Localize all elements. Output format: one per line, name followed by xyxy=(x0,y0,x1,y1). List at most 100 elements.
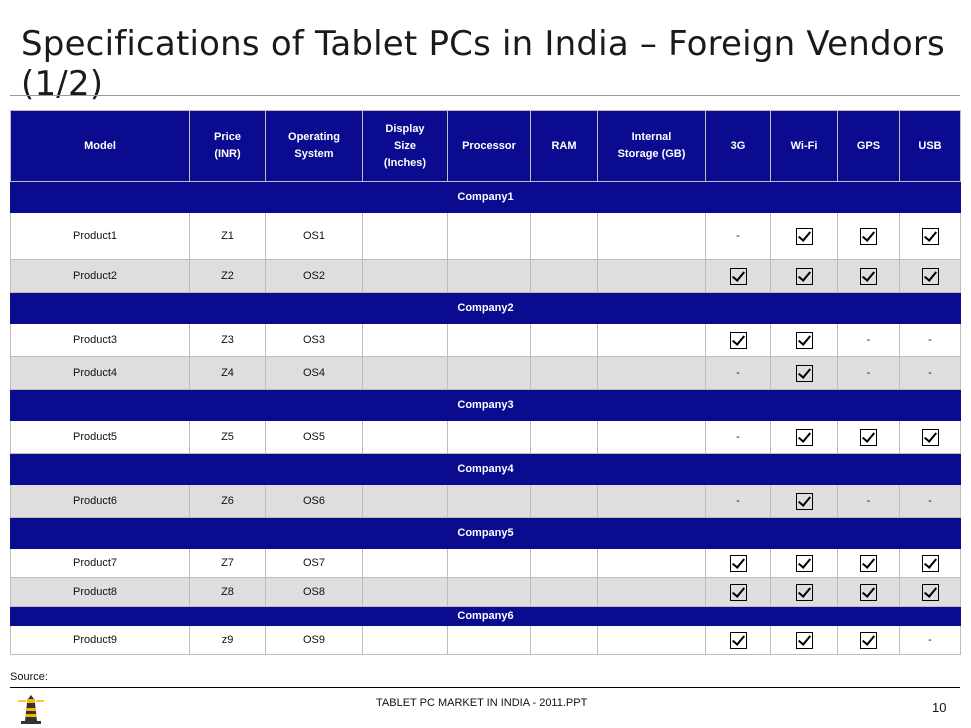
storage-cell xyxy=(597,577,706,607)
gps-cell xyxy=(837,212,900,260)
usb-cell xyxy=(899,420,961,454)
checkbox-checked-icon xyxy=(729,583,747,601)
not-available-mark: - xyxy=(928,334,932,346)
checkbox-checked-icon xyxy=(860,227,877,245)
usb-cell: - xyxy=(899,484,961,518)
gps-cell xyxy=(837,259,900,293)
price-cell: z9 xyxy=(189,625,266,655)
ram-cell xyxy=(530,212,598,260)
page-number: 10 xyxy=(932,700,947,715)
g3-cell xyxy=(705,577,771,607)
header-model: Model xyxy=(10,110,190,182)
g3-cell xyxy=(705,625,771,655)
footer-divider xyxy=(10,687,960,688)
ram-cell xyxy=(530,323,598,357)
price-cell: Z5 xyxy=(189,420,266,454)
display-cell xyxy=(362,420,448,454)
not-available-mark: - xyxy=(866,367,871,379)
wifi-cell xyxy=(770,420,838,454)
usb-cell xyxy=(899,259,961,293)
price-cell: Z3 xyxy=(189,323,266,357)
g3-cell: - xyxy=(705,484,771,518)
header-display: Display Size (Inches) xyxy=(362,110,448,182)
product-row: Product1 Z1 OS1 - xyxy=(10,212,961,260)
gps-cell: - xyxy=(837,484,900,518)
price-cell: Z4 xyxy=(189,356,266,390)
company-row: Company1 xyxy=(10,181,961,213)
header-price: Price (INR) xyxy=(189,110,266,182)
wifi-cell xyxy=(770,625,838,655)
company-name: Company6 xyxy=(10,606,961,626)
processor-cell xyxy=(447,577,531,607)
model-cell: Product9 xyxy=(10,625,190,655)
display-cell xyxy=(362,484,448,518)
company-row: Company2 xyxy=(10,292,961,324)
spec-table-body: Company1 Product1 Z1 OS1- Product2 Z2 OS2 Compa… xyxy=(10,181,961,655)
checkbox-checked-icon xyxy=(921,554,939,572)
os-cell: OS8 xyxy=(265,577,363,607)
usb-cell xyxy=(899,577,961,607)
gps-cell xyxy=(837,548,900,578)
slide-title: Specifications of Tablet PCs in India – … xyxy=(21,24,945,104)
display-cell xyxy=(362,356,448,390)
gps-cell xyxy=(837,625,900,655)
product-row: Product7 Z7 OS7 xyxy=(10,548,961,578)
checkbox-checked-icon xyxy=(729,554,747,572)
checkbox-checked-icon xyxy=(729,331,747,349)
lighthouse-logo-icon xyxy=(18,695,44,724)
product-row: Product5 Z5 OS5 - xyxy=(10,420,961,454)
g3-cell xyxy=(705,548,771,578)
header-row: Model Price (INR) Operating System Display… xyxy=(10,110,961,182)
wifi-cell xyxy=(770,323,838,357)
storage-cell xyxy=(597,259,706,293)
checkbox-checked-icon xyxy=(729,631,747,649)
product-row: Product2 Z2 OS2 xyxy=(10,259,961,293)
product-row: Product6 Z6 OS6 - - - xyxy=(10,484,961,518)
title-divider xyxy=(10,95,960,96)
checkbox-checked-icon xyxy=(795,428,813,446)
os-cell: OS9 xyxy=(265,625,363,655)
usb-cell: - xyxy=(899,625,961,655)
g3-cell: - xyxy=(705,212,771,260)
ram-cell xyxy=(530,420,598,454)
g3-cell: - xyxy=(705,420,771,454)
model-cell: Product3 xyxy=(10,323,190,357)
display-cell xyxy=(362,212,448,260)
product-row: Product8 Z8 OS8 xyxy=(10,577,961,607)
company-name: Company1 xyxy=(10,181,961,213)
ram-cell xyxy=(530,577,598,607)
company-row: Company5 xyxy=(10,517,961,549)
gps-cell xyxy=(837,577,900,607)
price-cell: Z6 xyxy=(189,484,266,518)
usb-cell xyxy=(899,212,961,260)
display-cell xyxy=(362,625,448,655)
ram-cell xyxy=(530,625,598,655)
display-cell xyxy=(362,259,448,293)
header-storage: Internal Storage (GB) xyxy=(597,110,706,182)
os-cell: OS5 xyxy=(265,420,363,454)
ram-cell xyxy=(530,548,598,578)
checkbox-checked-icon xyxy=(795,364,813,382)
checkbox-checked-icon xyxy=(921,583,939,601)
checkbox-checked-icon xyxy=(795,331,813,349)
processor-cell xyxy=(447,323,531,357)
price-cell: Z2 xyxy=(189,259,266,293)
processor-cell xyxy=(447,212,531,260)
spec-table: Model Price (INR) Operating System Display… xyxy=(10,110,961,655)
processor-cell xyxy=(447,548,531,578)
checkbox-checked-icon xyxy=(860,267,877,285)
processor-cell xyxy=(447,484,531,518)
usb-cell xyxy=(899,548,961,578)
not-available-mark: - xyxy=(928,634,932,646)
checkbox-checked-icon xyxy=(795,631,813,649)
header-3g: 3G xyxy=(705,110,771,182)
price-cell: Z1 xyxy=(189,212,266,260)
not-available-mark: - xyxy=(866,334,871,346)
model-cell: Product8 xyxy=(10,577,190,607)
header-ram: RAM xyxy=(530,110,598,182)
gps-cell xyxy=(837,420,900,454)
gps-cell: - xyxy=(837,323,900,357)
product-row: Product3 Z3 OS3 - - xyxy=(10,323,961,357)
product-row: Product9 z9 OS9 - xyxy=(10,625,961,655)
checkbox-checked-icon xyxy=(860,428,877,446)
